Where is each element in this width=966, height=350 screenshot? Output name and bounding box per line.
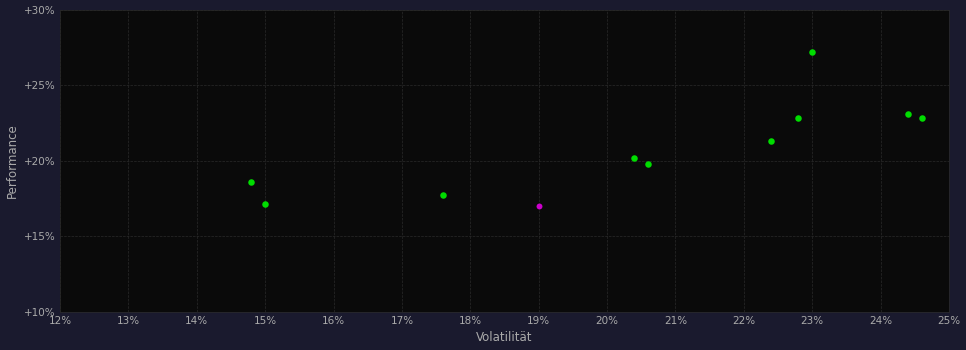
Point xyxy=(436,193,451,198)
Point xyxy=(914,116,929,121)
Point xyxy=(640,161,656,167)
Point xyxy=(805,49,820,55)
Point xyxy=(900,111,916,117)
Point xyxy=(243,179,259,184)
Point xyxy=(791,116,807,121)
Point xyxy=(627,155,642,160)
Point xyxy=(763,138,779,144)
Y-axis label: Performance: Performance xyxy=(6,123,18,198)
Point xyxy=(531,203,547,209)
X-axis label: Volatilität: Volatilität xyxy=(476,331,532,344)
Point xyxy=(257,202,272,207)
